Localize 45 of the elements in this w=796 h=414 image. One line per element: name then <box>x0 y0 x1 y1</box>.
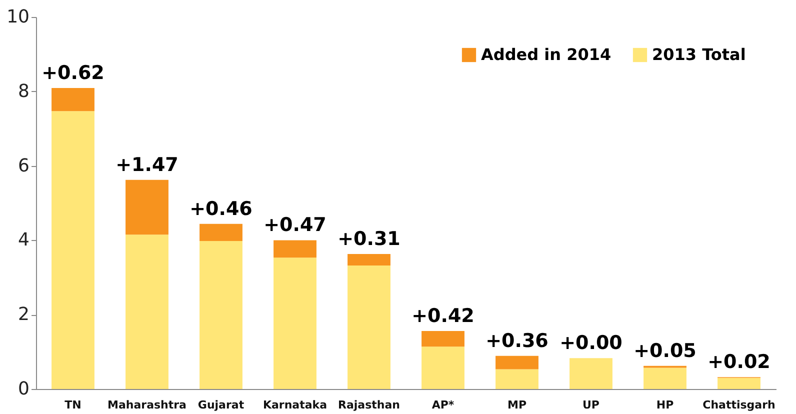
data-label: +1.47 <box>116 154 178 176</box>
x-tick-label: TN <box>64 398 82 412</box>
bar <box>644 368 686 389</box>
bar <box>274 240 316 258</box>
data-label: +0.46 <box>190 198 252 220</box>
x-tick-label: HP <box>656 398 674 412</box>
bar <box>422 330 464 347</box>
data-label: +0.36 <box>486 330 548 352</box>
data-label: +0.31 <box>338 228 400 250</box>
x-tick-label: MP <box>507 398 527 412</box>
bar <box>200 224 242 241</box>
x-tick-label: Gujarat <box>198 398 244 412</box>
y-tick-label: 2 <box>18 304 30 326</box>
y-tick-label: 4 <box>18 230 30 251</box>
x-tick-label: UP <box>582 398 600 412</box>
x-tick-label: AP* <box>432 398 454 412</box>
x-tick-label: Karnataka <box>262 398 328 412</box>
bar <box>570 358 612 389</box>
y-tick-label: 0 <box>18 378 30 400</box>
legend-label: 2013 Total <box>652 45 746 64</box>
bar <box>52 111 94 389</box>
bar <box>274 258 316 389</box>
bar <box>200 240 242 389</box>
bar <box>496 369 538 389</box>
bar <box>718 378 760 389</box>
data-label: +0.02 <box>708 351 770 374</box>
y-tick-label: 8 <box>18 80 30 102</box>
legend-label: Added in 2014 <box>481 45 612 64</box>
bar <box>126 180 168 235</box>
bar <box>496 356 538 370</box>
x-tick-label: Maharashtra <box>108 398 186 412</box>
bar <box>52 88 94 112</box>
data-label: +0.62 <box>42 62 104 84</box>
data-label: +0.42 <box>412 304 474 327</box>
data-label: +0.47 <box>264 214 326 236</box>
data-label: +0.05 <box>634 340 696 362</box>
bar <box>126 234 168 389</box>
bar <box>348 265 390 389</box>
x-tick-label: Rajasthan <box>338 398 400 412</box>
data-label: +0.00 <box>560 332 622 354</box>
x-tick-label: Chattisgarh <box>702 398 776 412</box>
bar <box>348 254 390 266</box>
bar <box>422 346 464 389</box>
y-tick-label: 6 <box>18 155 30 176</box>
y-tick-label: 10 <box>6 6 30 28</box>
